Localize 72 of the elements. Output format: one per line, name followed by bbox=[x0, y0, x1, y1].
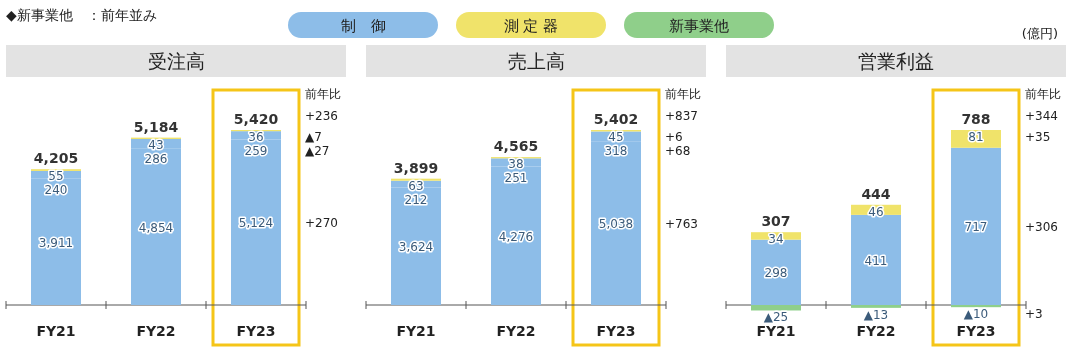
annotation: +6 bbox=[665, 130, 683, 144]
x-tick-label: FY22 bbox=[136, 323, 176, 339]
text: +344 bbox=[1025, 109, 1058, 123]
total-label: 307 bbox=[761, 213, 791, 230]
total-label: 3,899 bbox=[393, 159, 439, 176]
data-label: 63 bbox=[408, 178, 424, 193]
data-label: 212 bbox=[404, 192, 428, 207]
text: 前年比 bbox=[665, 87, 701, 101]
x-tick-label: FY22 bbox=[856, 323, 896, 339]
annotation: ▲13 bbox=[863, 307, 889, 322]
total-label: 788 bbox=[961, 111, 991, 127]
annotation: +35 bbox=[1025, 130, 1051, 144]
bar bbox=[851, 214, 901, 305]
data-label: 3,911 bbox=[38, 235, 74, 250]
data-label: 45 bbox=[608, 130, 624, 144]
data-label: 3,624 bbox=[398, 240, 434, 255]
annotation: +68 bbox=[665, 144, 691, 158]
data-label: 717 bbox=[964, 220, 988, 235]
annotation: ▲10 bbox=[963, 307, 989, 322]
data-label: 259 bbox=[244, 144, 268, 158]
bar bbox=[951, 305, 1001, 308]
data-label: 36 bbox=[248, 130, 264, 144]
data-label: 411 bbox=[864, 253, 888, 268]
text: ◆新事業他 ：前年並み bbox=[6, 7, 157, 23]
total-label: 4,205 bbox=[33, 150, 79, 167]
data-label: 5,124 bbox=[238, 216, 274, 231]
chart-title: 受注高 bbox=[147, 50, 205, 72]
annotation: ▲27 bbox=[305, 144, 330, 158]
data-label: 34 bbox=[768, 232, 784, 247]
annotation: +3 bbox=[1025, 307, 1043, 322]
data-label: 4,854 bbox=[138, 220, 174, 235]
total-label: 5,402 bbox=[593, 111, 639, 127]
x-tick-label: FY23 bbox=[956, 323, 996, 339]
data-label: 318 bbox=[604, 144, 628, 158]
total-label: 4,565 bbox=[493, 138, 539, 155]
x-tick-label: FY22 bbox=[496, 323, 536, 339]
text: 測 定 器 bbox=[503, 17, 559, 35]
data-label: 298 bbox=[764, 266, 788, 281]
x-tick-label: FY23 bbox=[236, 323, 276, 339]
x-tick-label: FY21 bbox=[36, 323, 76, 339]
text: 制 御 bbox=[340, 17, 386, 35]
text: 前年比 bbox=[305, 87, 341, 101]
annotation: ▲25 bbox=[763, 310, 789, 325]
annotation: +763 bbox=[665, 217, 698, 232]
bar bbox=[951, 147, 1001, 305]
bar bbox=[851, 305, 901, 308]
chart-title: 営業利益 bbox=[858, 50, 934, 72]
data-label: 240 bbox=[44, 183, 68, 198]
x-tick-label: FY21 bbox=[396, 323, 436, 339]
chart-title: 売上高 bbox=[507, 50, 565, 72]
bar bbox=[751, 305, 801, 311]
annotation: ▲7 bbox=[305, 130, 322, 144]
data-label: 81 bbox=[968, 130, 984, 144]
text: +236 bbox=[305, 109, 338, 123]
data-label: 4,276 bbox=[498, 229, 534, 244]
x-tick-label: FY21 bbox=[756, 323, 796, 339]
data-label: 5,038 bbox=[598, 217, 634, 232]
data-label: 286 bbox=[144, 151, 168, 166]
annotation: +306 bbox=[1025, 220, 1058, 235]
annotation: +270 bbox=[305, 216, 338, 231]
text: +837 bbox=[665, 109, 698, 123]
data-label: 38 bbox=[508, 157, 524, 172]
text: 前年比 bbox=[1025, 87, 1061, 101]
text: (億円) bbox=[1021, 26, 1058, 41]
data-label: 43 bbox=[148, 137, 164, 152]
x-tick-label: FY23 bbox=[596, 323, 636, 339]
data-label: 251 bbox=[504, 171, 528, 186]
total-label: 5,420 bbox=[233, 111, 279, 127]
total-label: 5,184 bbox=[133, 118, 179, 135]
data-label: 55 bbox=[48, 169, 64, 184]
total-label: 444 bbox=[861, 185, 891, 202]
text: 新事業他 bbox=[669, 17, 729, 35]
